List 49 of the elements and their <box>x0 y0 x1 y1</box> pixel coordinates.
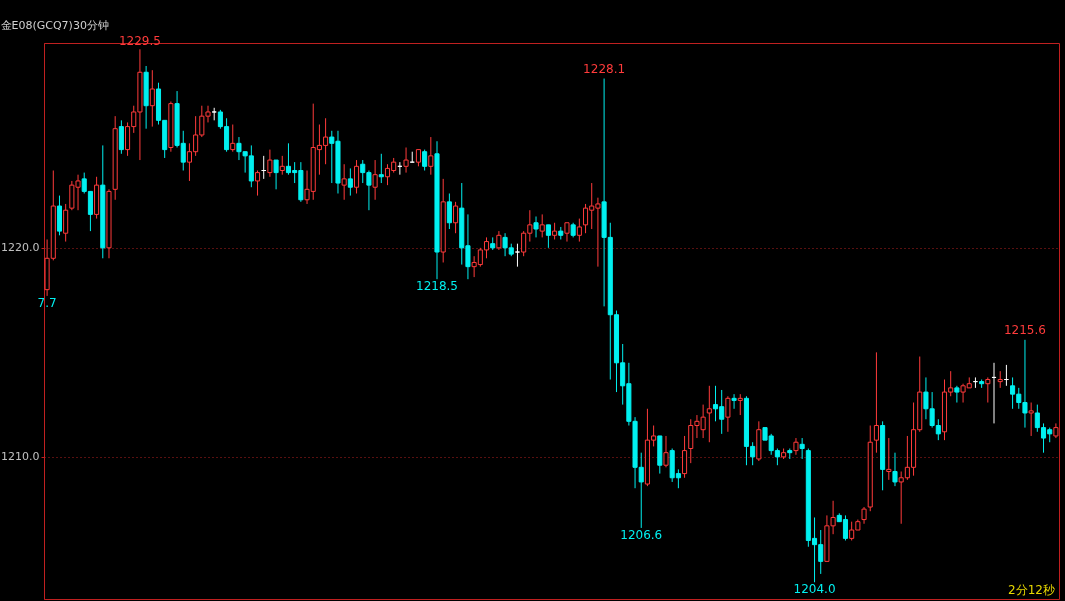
candlestick <box>985 376 991 404</box>
candlestick <box>1028 402 1034 437</box>
candlestick <box>731 393 737 410</box>
candlestick <box>564 222 570 243</box>
y-tick-label: 1210.0 <box>1 450 40 464</box>
candlestick <box>347 167 353 197</box>
candlestick <box>886 437 892 481</box>
candlestick <box>725 395 731 433</box>
candlestick <box>354 159 360 194</box>
annotation: 1206.6 <box>620 527 663 542</box>
candlestick <box>892 452 898 487</box>
candlestick <box>230 124 236 153</box>
candlestick <box>545 224 551 249</box>
candlestick <box>663 435 669 468</box>
candlestick <box>118 119 124 155</box>
candlestick <box>799 437 805 460</box>
candlestick <box>539 213 545 238</box>
candlestick <box>273 159 279 190</box>
candlestick <box>682 435 688 479</box>
annotation: 2分12秒 <box>1008 583 1055 597</box>
candlestick <box>428 136 434 176</box>
candlestick <box>793 437 799 456</box>
candlestick <box>63 203 69 243</box>
annotation: 1204.0 <box>793 582 836 597</box>
candlestick <box>254 170 261 197</box>
candlestick <box>409 151 415 163</box>
annotation: 1215.6 <box>1003 322 1046 337</box>
candlestick <box>954 385 960 404</box>
candlestick <box>279 155 285 176</box>
candlestick <box>737 393 743 416</box>
candlestick <box>422 149 428 171</box>
candlestick <box>267 149 273 178</box>
candlestick <box>514 243 520 268</box>
candlestick <box>378 153 384 184</box>
candlestick <box>149 69 155 128</box>
candlestick <box>706 385 712 443</box>
y-tick-label: 1220.0 <box>1 241 40 255</box>
annotation: 1228.1 <box>583 61 626 76</box>
candlestick <box>403 147 409 174</box>
annotation: 1218.5 <box>416 279 458 294</box>
candlestick <box>446 193 452 230</box>
candlestick <box>453 201 459 234</box>
candlestick <box>341 163 347 201</box>
candlestick <box>873 351 879 454</box>
candlestick <box>372 159 378 201</box>
candlestick <box>496 230 502 251</box>
candlestick <box>533 215 539 238</box>
candlestick <box>576 218 582 243</box>
chart-title: 金E08(GCQ7)30分钟 <box>0 19 109 33</box>
